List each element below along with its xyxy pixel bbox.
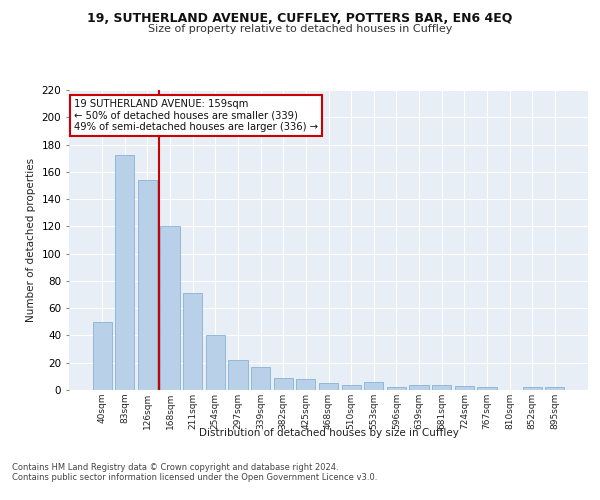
Text: Contains public sector information licensed under the Open Government Licence v3: Contains public sector information licen… (12, 472, 377, 482)
Bar (455, 386, 474, 390)
Bar (319, 383, 338, 390)
Bar (296, 379, 316, 390)
Text: Size of property relative to detached houses in Cuffley: Size of property relative to detached ho… (148, 24, 452, 34)
Bar (364, 382, 383, 390)
Text: 19, SUTHERLAND AVENUE, CUFFLEY, POTTERS BAR, EN6 4EQ: 19, SUTHERLAND AVENUE, CUFFLEY, POTTERS … (88, 12, 512, 26)
Bar (229, 360, 248, 390)
Text: Distribution of detached houses by size in Cuffley: Distribution of detached houses by size … (199, 428, 459, 438)
Y-axis label: Number of detached properties: Number of detached properties (26, 158, 36, 322)
Bar (545, 388, 565, 390)
Bar (432, 384, 451, 390)
Text: 19 SUTHERLAND AVENUE: 159sqm
← 50% of detached houses are smaller (339)
49% of s: 19 SUTHERLAND AVENUE: 159sqm ← 50% of de… (74, 99, 318, 132)
Bar (160, 226, 180, 390)
Bar (409, 384, 428, 390)
Bar (138, 180, 157, 390)
Bar (523, 388, 542, 390)
Bar (477, 388, 497, 390)
Text: Contains HM Land Registry data © Crown copyright and database right 2024.: Contains HM Land Registry data © Crown c… (12, 462, 338, 471)
Bar (92, 322, 112, 390)
Bar (183, 293, 202, 390)
Bar (206, 336, 225, 390)
Bar (251, 367, 270, 390)
Bar (115, 156, 134, 390)
Bar (274, 378, 293, 390)
Bar (387, 388, 406, 390)
Bar (341, 384, 361, 390)
